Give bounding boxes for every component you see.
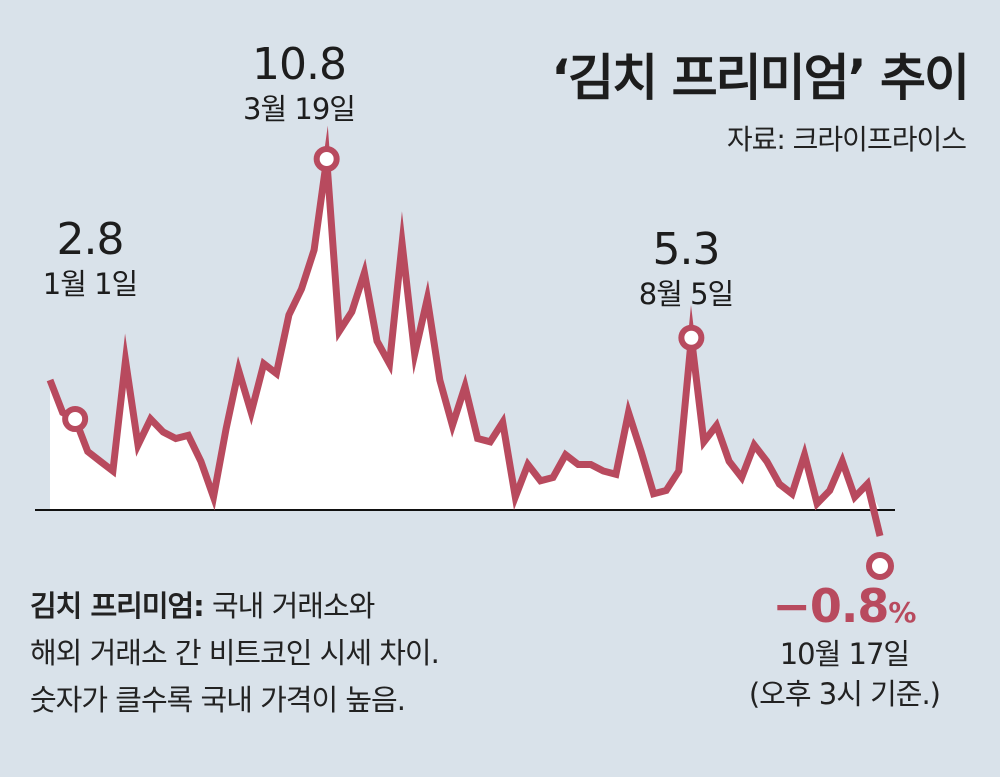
current-value: −0.8 <box>772 579 889 633</box>
annotation-start: 2.8 1월 1일 <box>0 215 190 303</box>
annotation-value: 2.8 <box>56 214 125 265</box>
current-time-note: (오후 3시 기준.) <box>748 677 941 711</box>
chart-series-line <box>46 125 884 537</box>
definition-note: 김치 프리미엄: 국내 거래소와 해외 거래소 간 비트코인 시세 차이. 숫자… <box>30 583 440 724</box>
annotation-date: 3월 19일 <box>243 92 356 126</box>
current-value-block: −0.8% 10월 17일 (오후 3시 기준.) <box>748 578 941 714</box>
annotation-date: 1월 1일 <box>42 267 138 301</box>
highlight-marker <box>62 406 89 432</box>
current-date: 10월 17일 <box>779 637 910 671</box>
note-term: 김치 프리미엄: <box>30 589 205 623</box>
highlight-marker <box>313 146 340 172</box>
chart-title: ‘김치 프리미엄’ 추이 <box>551 49 970 107</box>
note-line-3: 숫자가 클수록 국내 가격이 높음. <box>30 683 406 717</box>
current-unit: % <box>888 596 917 629</box>
note-line-1: 국내 거래소와 <box>212 589 375 623</box>
annotation-peak: 10.8 3월 19일 <box>199 40 399 128</box>
note-line-2: 해외 거래소 간 비트코인 시세 차이. <box>30 636 440 670</box>
annotation-value: 10.8 <box>252 39 347 90</box>
highlight-marker <box>678 324 705 351</box>
highlight-marker <box>866 552 894 580</box>
annotation-date: 8월 5일 <box>638 277 734 311</box>
annotation-august: 5.3 8월 5일 <box>586 225 786 313</box>
chart-area-fill <box>50 159 880 510</box>
chart-source: 자료: 크라이프라이스 <box>726 123 967 156</box>
annotation-value: 5.3 <box>652 224 721 275</box>
